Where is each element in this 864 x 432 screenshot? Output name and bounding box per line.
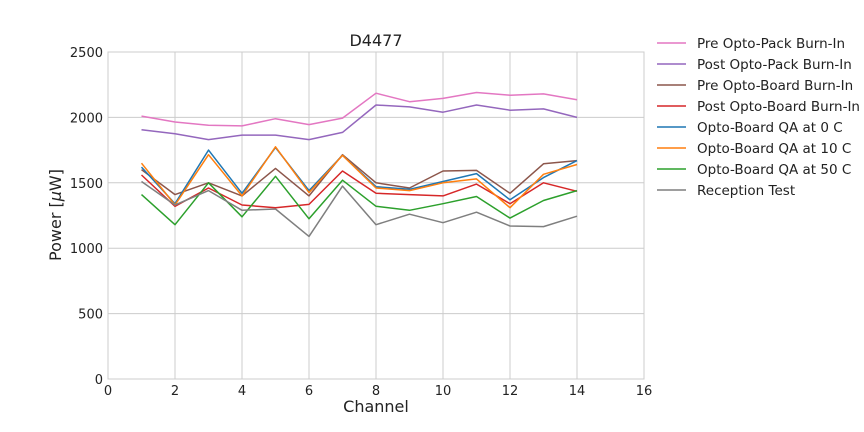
x-tick-label: 12 (502, 384, 519, 399)
legend-item: Pre Opto-Board Burn-In (657, 78, 853, 94)
legend-label: Opto-Board QA at 0 C (697, 120, 843, 136)
series-line-7 (140, 175, 578, 226)
series-line-4 (140, 170, 578, 209)
x-tick-label: 16 (636, 384, 653, 399)
x-tick-label: 4 (238, 384, 246, 399)
legend-item: Opto-Board QA at 50 C (657, 162, 851, 178)
y-axis-label-suffix: W] (46, 169, 65, 191)
legend-item: Opto-Board QA at 10 C (657, 141, 851, 157)
x-tick-label: 14 (569, 384, 586, 399)
legend-label: Pre Opto-Pack Burn-In (697, 36, 845, 52)
series-line-8 (141, 180, 578, 238)
legend-item: Post Opto-Board Burn-In (657, 99, 860, 115)
legend-label: Post Opto-Pack Burn-In (697, 57, 852, 73)
legend-label: Reception Test (697, 183, 795, 199)
legend-label: Post Opto-Board Burn-In (697, 99, 860, 115)
y-axis-label-prefix: Power [ (46, 201, 65, 261)
y-tick-label: 2500 (70, 46, 103, 61)
legend-label: Opto-Board QA at 50 C (697, 162, 851, 178)
x-tick-label: 8 (372, 384, 380, 399)
legend-item: Reception Test (657, 183, 795, 199)
series-lines (140, 91, 578, 238)
legend-item: Opto-Board QA at 0 C (657, 120, 843, 136)
y-axis-label-mu: μ (46, 191, 65, 202)
y-tick-label: 1500 (70, 177, 103, 192)
x-axis-label: Channel (343, 397, 409, 416)
legend-item: Pre Opto-Pack Burn-In (657, 36, 845, 52)
tick-labels: 0 2 4 6 8 10 12 14 16 0 500 1000 1500 2000 2500 (70, 46, 652, 399)
plot-frame (107, 51, 645, 380)
legend: Pre Opto-Pack Burn-In Post Opto-Pack Burn… (657, 36, 860, 199)
x-tick-label: 2 (171, 384, 179, 399)
series-line-3 (141, 153, 578, 197)
series-line-1 (141, 91, 578, 127)
y-tick-label: 500 (78, 308, 103, 323)
chart-title: D4477 (349, 31, 402, 50)
y-axis-label: Power [μW] (46, 169, 65, 261)
series-line-2 (141, 104, 578, 141)
x-tick-label: 10 (435, 384, 452, 399)
legend-label: Opto-Board QA at 10 C (697, 141, 851, 157)
x-tick-label: 0 (104, 384, 112, 399)
x-tick-label: 6 (305, 384, 313, 399)
legend-label: Pre Opto-Board Burn-In (697, 78, 853, 94)
y-tick-label: 1000 (70, 242, 103, 257)
y-tick-label: 0 (95, 373, 103, 388)
series-line-6 (140, 146, 578, 209)
y-tick-label: 2000 (70, 111, 103, 126)
legend-item: Post Opto-Pack Burn-In (657, 57, 852, 73)
